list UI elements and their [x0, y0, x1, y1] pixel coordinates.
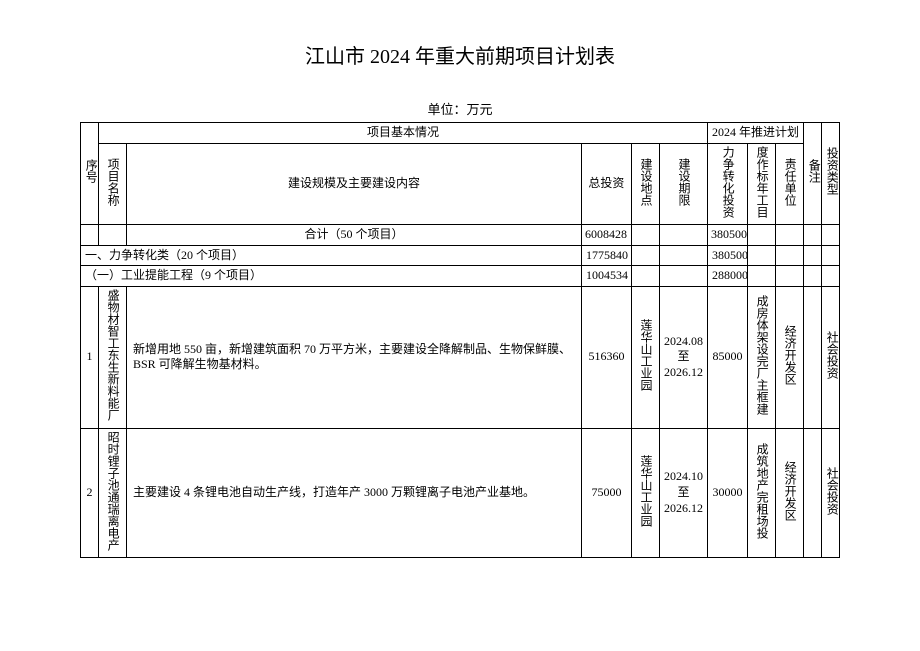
- subcategory1-invest: 1004534: [581, 266, 631, 287]
- header-content: 建设规模及主要建设内容: [127, 143, 582, 225]
- subcategory1-row: （一）工业提能工程（9 个项目） 1004534 288000: [81, 266, 840, 287]
- cell-content: 新增用地 550 亩，新增建筑面积 70 万平方米，主要建设全降解制品、生物保鲜…: [127, 286, 582, 428]
- cell-invest: 75000: [581, 428, 631, 558]
- category1-conv: 380500: [707, 245, 747, 266]
- cell-seq: 1: [81, 286, 99, 428]
- cell-loc: 莲华山工业园: [631, 428, 659, 558]
- cell-target: 成房体架设完厂主框建: [747, 286, 775, 428]
- project-row-2: 2 昭时锂子池通瑞离电产 主要建设 4 条锂电池自动生产线，打造年产 3000 …: [81, 428, 840, 558]
- cell-resp: 经济开发区: [775, 428, 803, 558]
- cell-resp: 经济开发区: [775, 286, 803, 428]
- cell-type: 社会投资: [822, 286, 840, 428]
- cell-type: 社会投资: [822, 428, 840, 558]
- header-period: 建设期限: [659, 143, 707, 225]
- cell-name: 盛物材智工东生新料能厂: [99, 286, 127, 428]
- cell-invest: 516360: [581, 286, 631, 428]
- project-plan-table: 序号 项目基本情况 2024 年推进计划 备注 投资类型 项目名称 建设规模及主…: [80, 122, 840, 558]
- total-invest: 6008428: [581, 225, 631, 246]
- unit-label: 单位：万元: [80, 99, 840, 118]
- cell-loc: 莲华山工业园: [631, 286, 659, 428]
- header-name: 项目名称: [99, 143, 127, 225]
- header-note: 备注: [804, 123, 822, 225]
- cell-name: 昭时锂子池通瑞离电产: [99, 428, 127, 558]
- total-row: 合计（50 个项目） 6008428 380500: [81, 225, 840, 246]
- cell-conv: 30000: [707, 428, 747, 558]
- page-title: 江山市 2024 年重大前期项目计划表: [80, 40, 840, 69]
- header-target: 度作标年工目: [747, 143, 775, 225]
- category1-row: 一、力争转化类（20 个项目） 1775840 380500: [81, 245, 840, 266]
- project-row-1: 1 盛物材智工东生新料能厂 新增用地 550 亩，新增建筑面积 70 万平方米，…: [81, 286, 840, 428]
- cell-period: 2024.10 至 2026.12: [659, 428, 707, 558]
- cell-target: 成筑地产完租场投: [747, 428, 775, 558]
- header-plan: 2024 年推进计划: [707, 123, 803, 144]
- category1-label: 一、力争转化类（20 个项目）: [81, 245, 582, 266]
- cell-conv: 85000: [707, 286, 747, 428]
- header-conv: 力争转化投资: [707, 143, 747, 225]
- header-type: 投资类型: [822, 123, 840, 225]
- total-conv: 380500: [707, 225, 747, 246]
- header-invest: 总投资: [581, 143, 631, 225]
- header-basic: 项目基本情况: [99, 123, 708, 144]
- subcategory1-label: （一）工业提能工程（9 个项目）: [81, 266, 582, 287]
- header-resp: 责任单位: [775, 143, 803, 225]
- cell-seq: 2: [81, 428, 99, 558]
- category1-invest: 1775840: [581, 245, 631, 266]
- header-seq: 序号: [81, 123, 99, 225]
- subcategory1-conv: 288000: [707, 266, 747, 287]
- cell-content: 主要建设 4 条锂电池自动生产线，打造年产 3000 万颗锂离子电池产业基地。: [127, 428, 582, 558]
- total-label: 合计（50 个项目）: [127, 225, 582, 246]
- cell-period: 2024.08 至 2026.12: [659, 286, 707, 428]
- header-loc: 建设地点: [631, 143, 659, 225]
